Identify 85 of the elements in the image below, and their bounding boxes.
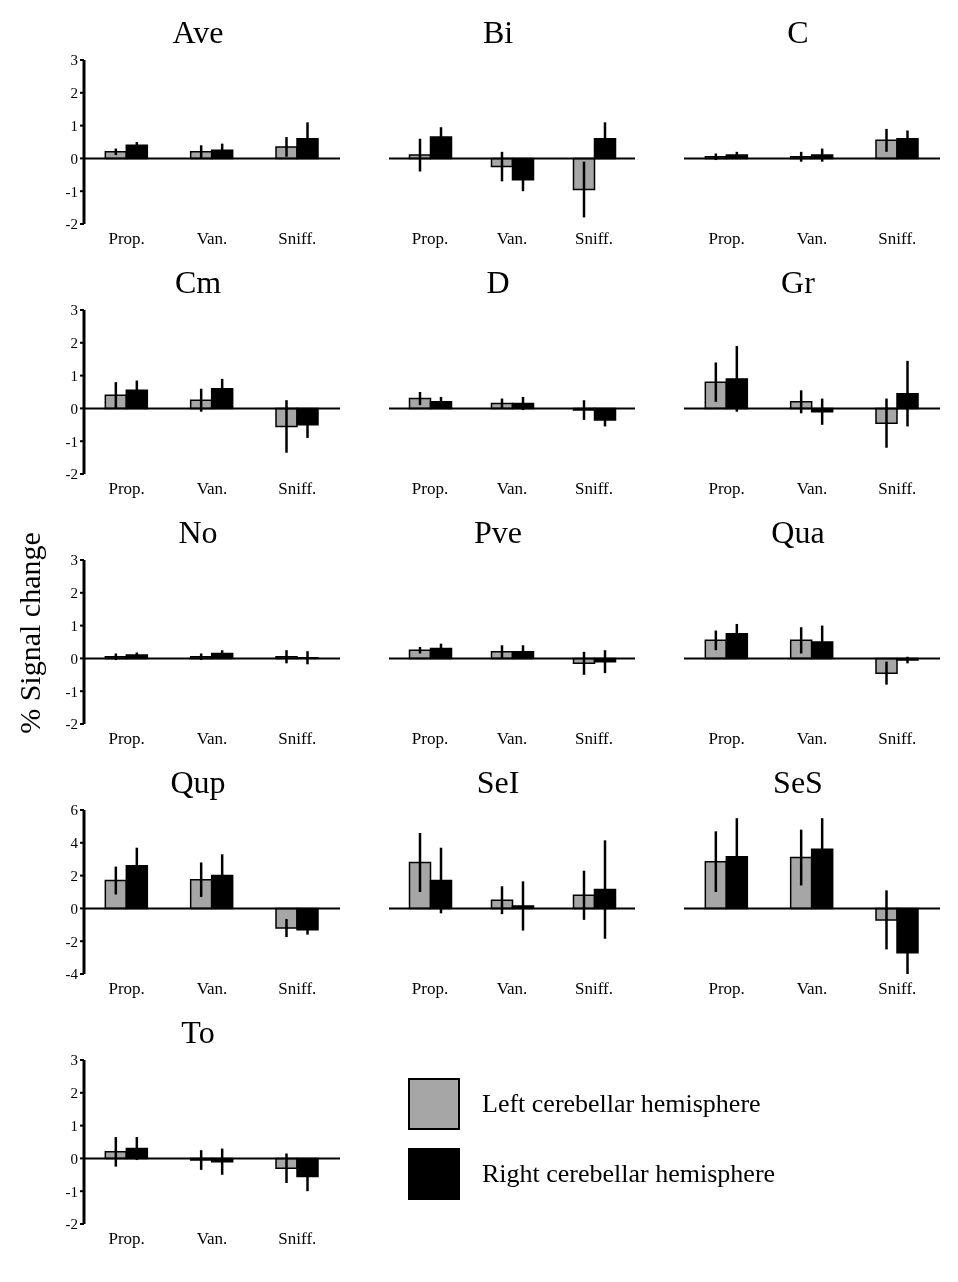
- y-tick-label: 2: [70, 335, 78, 352]
- y-tick-label: 2: [70, 85, 78, 102]
- x-tick-label: Van.: [196, 729, 228, 749]
- y-tick-label: 0: [70, 650, 78, 667]
- y-tick-label: -2: [65, 216, 78, 233]
- y-tick-label: 2: [70, 585, 78, 602]
- x-tick-label: Sniff.: [278, 979, 317, 999]
- legend-label: Right cerebellar hemisphere: [482, 1159, 776, 1189]
- x-tick-label: Van.: [796, 729, 828, 749]
- x-tick-label: Van.: [496, 729, 528, 749]
- y-tick-label: -2: [65, 1216, 78, 1233]
- chart-title: To: [180, 1014, 216, 1051]
- chart-title: SeS: [772, 764, 824, 801]
- x-tick-label: Prop.: [411, 729, 449, 749]
- x-tick-label: Prop.: [108, 1229, 145, 1249]
- x-tick-label: Prop.: [708, 979, 745, 999]
- x-tick-label: Sniff.: [575, 229, 613, 249]
- x-tick-label: Van.: [796, 979, 828, 999]
- x-tick-label: Prop.: [411, 479, 449, 499]
- y-tick-label: 0: [70, 150, 78, 167]
- x-tick-label: Van.: [496, 479, 528, 499]
- y-tick-label: 4: [70, 835, 79, 852]
- y-tick-label: -2: [65, 933, 78, 950]
- x-tick-label: Sniff.: [878, 729, 917, 749]
- x-tick-label: Prop.: [108, 229, 145, 249]
- x-tick-label: Van.: [496, 229, 528, 249]
- chart-title: Bi: [481, 14, 515, 51]
- y-tick-label: -1: [65, 183, 78, 200]
- y-tick-label: 0: [70, 1150, 78, 1167]
- y-tick-label: -1: [65, 433, 78, 450]
- x-tick-label: Prop.: [708, 229, 745, 249]
- y-axis-title: % Signal change: [13, 532, 47, 734]
- x-tick-label: Van.: [196, 1229, 228, 1249]
- chart-title: Qup: [169, 764, 227, 801]
- x-tick-label: Prop.: [708, 479, 745, 499]
- y-tick-label: 2: [70, 1085, 78, 1102]
- y-tick-label: 1: [70, 367, 78, 384]
- x-tick-label: Van.: [796, 229, 828, 249]
- x-tick-label: Van.: [196, 229, 228, 249]
- y-tick-label: 6: [70, 802, 79, 819]
- y-tick-label: 3: [70, 52, 78, 69]
- x-tick-label: Sniff.: [278, 729, 317, 749]
- chart-title: Pve: [473, 514, 523, 551]
- x-tick-label: Prop.: [108, 979, 145, 999]
- x-tick-label: Sniff.: [878, 479, 917, 499]
- y-tick-label: -2: [65, 716, 78, 733]
- y-tick-label: 2: [70, 867, 78, 884]
- chart-title: Cm: [173, 264, 223, 301]
- y-tick-label: 3: [70, 302, 78, 319]
- x-tick-label: Prop.: [411, 979, 449, 999]
- y-tick-label: -1: [65, 1183, 78, 1200]
- x-tick-label: Prop.: [108, 729, 145, 749]
- y-tick-label: 1: [70, 617, 78, 634]
- x-tick-label: Sniff.: [575, 729, 613, 749]
- y-tick-label: 3: [70, 1052, 78, 1069]
- x-tick-label: Sniff.: [575, 979, 613, 999]
- x-tick-label: Van.: [496, 979, 528, 999]
- x-tick-label: Prop.: [708, 729, 745, 749]
- legend-label: Left cerebellar hemisphere: [482, 1089, 761, 1119]
- x-tick-label: Van.: [796, 479, 828, 499]
- x-tick-label: Sniff.: [575, 479, 613, 499]
- x-tick-label: Sniff.: [278, 229, 317, 249]
- x-tick-label: Prop.: [411, 229, 449, 249]
- chart-title: No: [177, 514, 219, 551]
- y-tick-label: -1: [65, 683, 78, 700]
- y-tick-label: 1: [70, 117, 78, 134]
- x-tick-label: Sniff.: [878, 979, 917, 999]
- chart-title: Qua: [770, 514, 826, 551]
- x-tick-label: Sniff.: [278, 1229, 317, 1249]
- y-tick-label: -2: [65, 466, 78, 483]
- x-tick-label: Van.: [196, 979, 228, 999]
- chart-title: D: [485, 264, 511, 301]
- chart-title: Ave: [171, 14, 225, 51]
- chart-title: C: [786, 14, 810, 51]
- y-tick-label: 3: [70, 552, 78, 569]
- y-tick-label: -4: [65, 966, 79, 983]
- x-tick-label: Sniff.: [878, 229, 917, 249]
- x-tick-label: Prop.: [108, 479, 145, 499]
- y-tick-label: 1: [70, 1117, 78, 1134]
- x-tick-label: Sniff.: [278, 479, 317, 499]
- chart-title: SeI: [475, 764, 521, 801]
- x-tick-label: Van.: [196, 479, 228, 499]
- y-tick-label: 0: [70, 900, 78, 917]
- y-tick-label: 0: [70, 400, 78, 417]
- chart-title: Gr: [780, 264, 816, 301]
